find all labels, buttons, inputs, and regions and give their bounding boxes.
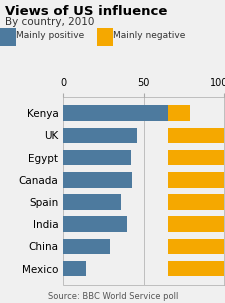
Bar (63, 238, 109, 254)
Bar (167, 172, 225, 188)
Text: Mainly positive: Mainly positive (16, 31, 84, 40)
Bar (167, 150, 225, 165)
Bar (63, 172, 132, 188)
Bar (63, 194, 121, 210)
Bar (167, 128, 225, 143)
Bar (63, 128, 137, 143)
Bar (63, 150, 130, 165)
Bar (63, 261, 85, 276)
Text: Mainly negative: Mainly negative (112, 31, 184, 40)
Bar (63, 105, 180, 121)
Bar (167, 105, 189, 121)
Text: By country, 2010: By country, 2010 (4, 17, 93, 27)
Text: Source: BBC World Service poll: Source: BBC World Service poll (48, 292, 177, 301)
Bar (167, 216, 223, 232)
Bar (167, 194, 225, 210)
Bar (63, 216, 127, 232)
Bar (167, 238, 225, 254)
Text: Views of US influence: Views of US influence (4, 5, 166, 18)
Bar (167, 261, 225, 276)
